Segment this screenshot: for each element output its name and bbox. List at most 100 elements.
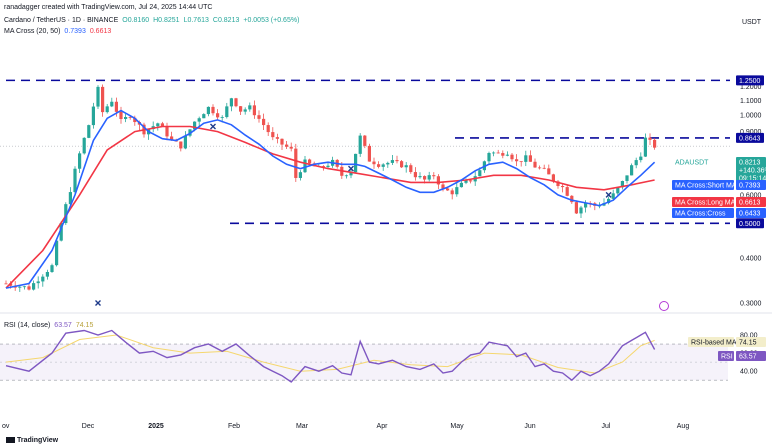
ma-value-tag-2-box (736, 208, 766, 218)
level-tag-0.5000-text-0: 0.5000 (739, 221, 761, 228)
candle-body-38 (179, 141, 183, 149)
ma-value-tag-2-text-0: 0.6433 (739, 211, 761, 218)
candle-body-5 (27, 286, 31, 290)
candle-body-122 (565, 187, 569, 196)
candle-body-59 (275, 137, 279, 139)
rsi-ma-line (5, 334, 655, 374)
rsi-legend-name: RSI (14, close) (4, 322, 51, 329)
symbol-name: Cardano / TetherUS · 1D · BINANCE (4, 17, 119, 24)
candle-body-60 (280, 138, 284, 145)
candle-body-50 (234, 98, 238, 107)
candle-body-116 (538, 167, 542, 169)
candle-body-20 (96, 86, 100, 107)
candle-body-113 (524, 155, 528, 162)
candle-body-23 (110, 101, 114, 107)
short-ma-line (5, 109, 656, 289)
candle-body-17 (82, 137, 86, 154)
candle-body-119 (551, 174, 555, 182)
candle-body-51 (239, 106, 243, 112)
candle-body-86 (400, 161, 404, 168)
cross-marker-3 (605, 191, 612, 198)
ohlc-high: H0.8251 (153, 17, 180, 24)
ma-value-tag-1-text-0: 0.6613 (739, 200, 761, 207)
price-tick-1.0000: 1.0000 (740, 113, 762, 120)
rsi-name-tag: RSI (718, 351, 734, 361)
candle-body-92 (427, 175, 431, 180)
candle-body-54 (252, 105, 256, 116)
candle-body-80 (372, 161, 376, 165)
candle-body-136 (630, 165, 634, 176)
ma-name-tag-0-text-0: MA Cross:Short MA (675, 183, 737, 190)
symbol-line: Cardano / TetherUS · 1D · BINANCE O0.8160… (4, 16, 303, 25)
ohlc-open: O0.8160 (122, 17, 150, 24)
time-tick-Aug: Aug (677, 423, 690, 430)
time-tick-2025: 2025 (148, 423, 164, 430)
time-tick-Feb: Feb (228, 423, 240, 430)
candle-body-131 (607, 198, 611, 204)
moving-averages (5, 109, 656, 306)
candle-body-63 (294, 148, 298, 178)
rsi-ma-value-tag-box (736, 337, 766, 347)
candle-body-44 (206, 106, 210, 115)
candle-body-96 (446, 188, 450, 191)
rsi-tick-80.00: 80.00 (740, 333, 758, 340)
time-tick-partial: ov (2, 423, 10, 430)
candle-body-85 (395, 160, 399, 162)
candle-body-79 (367, 145, 371, 162)
rsi-lines (5, 301, 669, 383)
ma-value-tag-0-text-0: 0.7393 (739, 183, 761, 190)
candle-body-137 (634, 160, 638, 166)
candle-body-93 (432, 175, 436, 177)
tradingview-logo: TradingView (6, 436, 62, 445)
candle-body-141 (653, 139, 657, 148)
candle-body-39 (183, 135, 187, 149)
candle-body-16 (78, 153, 82, 169)
ma-legend-name: MA Cross (20, 50) (4, 28, 61, 35)
rsi-value-tag-text-0: 63.57 (739, 354, 757, 361)
candle-body-78 (363, 135, 367, 146)
candle-body-76 (354, 153, 358, 173)
candle-body-114 (528, 155, 532, 162)
candle-body-106 (492, 152, 496, 154)
rsi-name-tag-box (718, 351, 734, 361)
candle-body-8 (41, 276, 45, 282)
candle-body-0 (4, 283, 8, 285)
candle-body-64 (298, 172, 302, 178)
candle-body-110 (510, 154, 514, 160)
candle-body-124 (574, 202, 578, 214)
level-tag-0.8643: 0.8643 (736, 132, 764, 143)
candle-body-57 (266, 125, 270, 133)
candle-body-112 (519, 161, 523, 163)
candle-body-13 (64, 204, 68, 224)
price-tick-0.6000: 0.6000 (740, 192, 762, 199)
candle-body-75 (349, 172, 353, 176)
candle-body-133 (616, 187, 620, 194)
ohlc-low: L0.7613 (183, 17, 209, 24)
price-tick-1.1000: 1.1000 (740, 98, 762, 105)
level-tag-1.2500-box (736, 75, 764, 86)
ma-name-tag-1: MA Cross:Long MA (672, 197, 736, 207)
ma-name-tag-0: MA Cross:Short MA (672, 180, 737, 190)
ma-value-tag-2: 0.6433 (736, 208, 766, 218)
candle-body-6 (32, 283, 36, 290)
candle-body-100 (464, 180, 468, 183)
last-price-symbol-tag: ADAUSDT (672, 157, 712, 167)
ma-legend-long: 0.6613 (89, 28, 112, 35)
candle-body-42 (197, 118, 201, 122)
candle-body-14 (68, 192, 72, 205)
candle-body-7 (36, 281, 40, 284)
level-tag-0.5000-box (736, 218, 764, 229)
candle-body-103 (478, 170, 482, 177)
price-tick-1.2000: 1.2000 (740, 84, 762, 91)
cross-marker-0 (95, 300, 101, 306)
level-tag-0.8643-box (736, 132, 764, 143)
candle-body-117 (542, 167, 546, 169)
price-tick-0.4000: 0.4000 (740, 256, 762, 263)
candle-body-101 (469, 180, 473, 182)
ma-name-tag-2-text-0: MA Cross:Cross (675, 211, 726, 218)
ohlc-change: +0.0053 (+0.65%) (243, 17, 300, 24)
rsi-legend-ma-value: 74.15 (75, 322, 94, 329)
candle-body-84 (390, 160, 394, 163)
rsi-legend-value: 63.57 (54, 322, 72, 329)
